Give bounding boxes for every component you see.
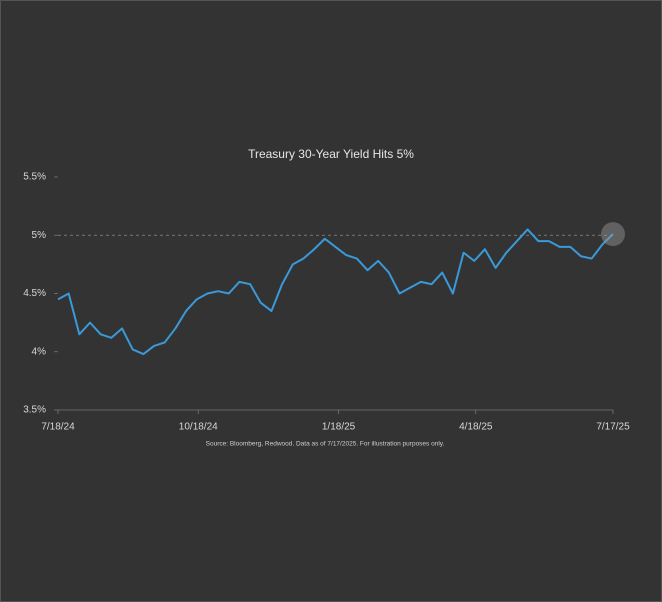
x-tick-label: 7/17/25 <box>596 422 630 433</box>
y-tick-label: 4.5% <box>23 288 46 299</box>
series-line <box>57 228 614 356</box>
x-tick-label: 1/18/25 <box>322 422 356 433</box>
y-tick-label: 5.5% <box>23 172 46 183</box>
chart-title: Treasury 30-Year Yield Hits 5% <box>248 147 414 161</box>
y-tick-label: 5% <box>32 230 47 241</box>
y-tick-label: 4% <box>32 346 47 357</box>
y-tick-label: 3.5% <box>23 405 46 416</box>
x-tick-label: 7/18/24 <box>41 422 75 433</box>
source-note: Source: Bloomberg, Redwood. Data as of 7… <box>206 441 445 448</box>
end-highlight <box>601 222 625 247</box>
x-tick-label: 10/18/24 <box>179 422 218 433</box>
x-tick-label: 4/18/25 <box>459 422 493 433</box>
